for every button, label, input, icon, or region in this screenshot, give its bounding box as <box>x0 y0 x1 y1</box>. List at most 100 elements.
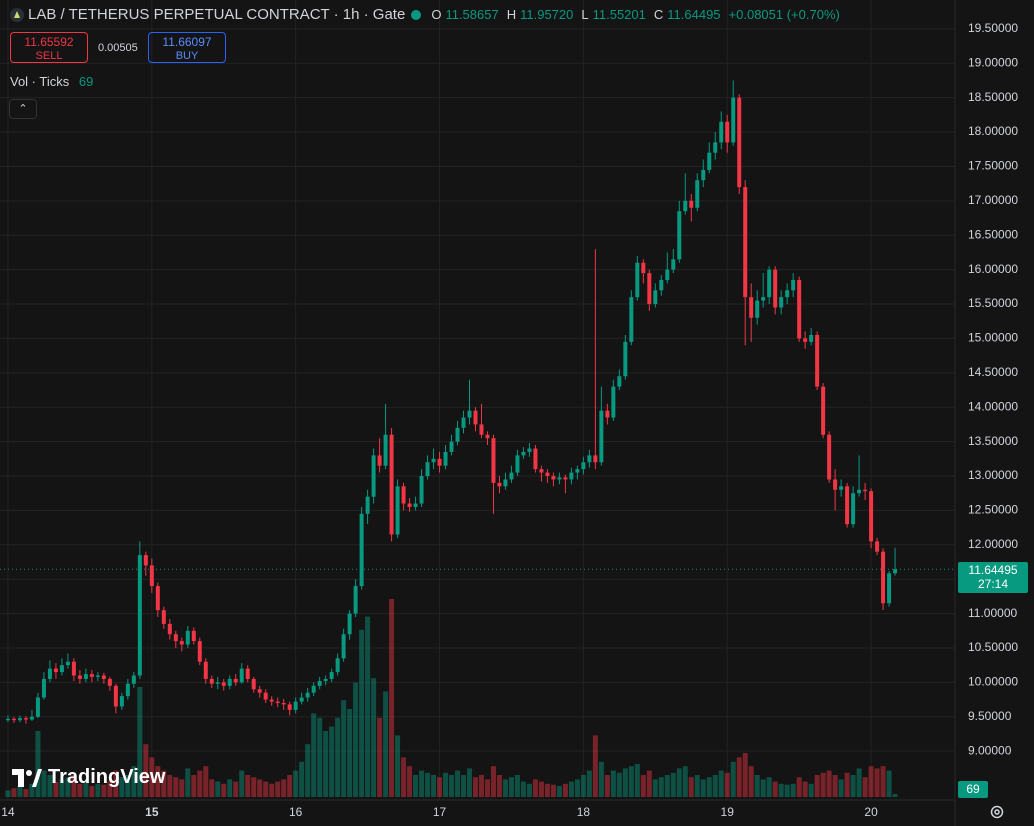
volume-bar <box>724 772 730 797</box>
volume-bar <box>502 779 508 797</box>
volume-bar <box>610 770 616 797</box>
candle-body <box>881 551 886 604</box>
candle-body <box>563 477 568 480</box>
volume-bar <box>161 770 167 797</box>
volume-bar <box>736 757 742 797</box>
candle-body <box>521 451 526 456</box>
candle-body <box>305 692 310 698</box>
volume-bar <box>191 775 197 797</box>
collapse-button[interactable]: ⌃ <box>9 99 37 119</box>
y-tick-label: 13.00000 <box>968 468 1018 482</box>
settings-icon[interactable] <box>989 804 1005 820</box>
candle-body <box>791 279 796 291</box>
candle-body <box>611 386 616 418</box>
candle-body <box>833 479 838 490</box>
candle-body <box>89 674 94 677</box>
candle-body <box>131 675 136 684</box>
volume-bar <box>137 687 143 797</box>
volume-bar <box>754 775 760 797</box>
volume-bar <box>766 777 772 797</box>
candle-body <box>107 678 112 686</box>
volume-bar <box>359 629 365 797</box>
volume-bar <box>407 766 413 797</box>
candle-body <box>539 469 544 473</box>
volume-bar <box>856 768 862 797</box>
candle-body <box>785 290 790 298</box>
y-tick-label: 14.50000 <box>968 365 1018 379</box>
volume-value: 69 <box>78 74 94 89</box>
volume-bar <box>371 678 377 797</box>
open-label: O <box>431 7 442 22</box>
low-label: L <box>581 7 589 22</box>
candle-body <box>101 675 106 679</box>
low-value: 11.55201 <box>592 7 646 22</box>
volume-bar <box>317 717 323 797</box>
candle-body <box>197 641 202 662</box>
volume-bar <box>107 781 113 797</box>
volume-bar <box>263 781 269 797</box>
x-tick-label: 19 <box>721 805 735 819</box>
candle-body <box>443 451 448 466</box>
volume-bar <box>664 775 670 797</box>
volume-bar <box>227 779 233 797</box>
volume-bar <box>790 783 796 797</box>
candle-body <box>551 476 556 480</box>
candle-body <box>797 279 802 339</box>
volume-bar <box>341 700 347 797</box>
y-tick-label: 17.00000 <box>968 193 1018 207</box>
candle-body <box>401 486 406 504</box>
high-value: 11.95720 <box>520 7 574 22</box>
volume-bar <box>526 783 532 797</box>
symbol-title[interactable]: LAB / TETHERUS PERPETUAL CONTRACT · 1h ·… <box>28 6 406 23</box>
candle-body <box>461 417 466 428</box>
volume-bar <box>401 757 407 797</box>
candle-body <box>347 613 352 635</box>
price-label: 11.64495 27:14 <box>958 562 1028 593</box>
candle-body <box>323 678 328 681</box>
candle-body <box>311 685 316 693</box>
candle-body <box>599 410 604 463</box>
volume-bar <box>712 775 718 797</box>
volume-bar <box>556 786 562 797</box>
candle-body <box>713 142 718 153</box>
volume-bar <box>742 753 748 797</box>
buy-label: BUY <box>175 50 199 62</box>
y-tick-label: 19.00000 <box>968 55 1018 69</box>
candle-body <box>839 486 844 490</box>
volume-bar <box>628 766 634 797</box>
volume-bar <box>874 768 880 797</box>
volume-bar <box>622 768 628 797</box>
countdown: 27:14 <box>977 577 1009 591</box>
watermark-logo <box>12 768 42 787</box>
candle-body <box>203 661 208 679</box>
volume-bar <box>868 766 874 797</box>
candle-body <box>251 678 256 690</box>
y-tick-label: 12.50000 <box>968 503 1018 517</box>
candle-body <box>815 334 820 387</box>
candle-body <box>125 683 130 697</box>
candle-body <box>737 97 742 188</box>
volume-bar <box>850 775 856 797</box>
candle-body <box>431 458 436 463</box>
candle-body <box>23 718 28 720</box>
sell-button[interactable]: 11.65592 SELL <box>10 32 88 63</box>
buy-button[interactable]: 11.66097 BUY <box>148 32 226 63</box>
candle-body <box>545 472 550 477</box>
volume-bar <box>514 775 520 797</box>
candle-body <box>617 376 622 387</box>
y-tick-label: 9.00000 <box>968 743 1012 757</box>
volume-bar <box>784 784 790 797</box>
candle-body <box>185 630 190 645</box>
volume-bar <box>173 777 179 797</box>
candle-body <box>665 269 670 280</box>
volume-bar <box>113 770 119 797</box>
candle-body <box>455 427 460 442</box>
candle-body <box>41 678 46 698</box>
candle-body <box>827 434 832 480</box>
volume-bar <box>676 768 682 797</box>
volume-bar <box>17 786 23 797</box>
candle-body <box>809 334 814 342</box>
volume-bar <box>706 777 712 797</box>
candle-body <box>887 573 892 604</box>
volume-bar <box>802 781 808 797</box>
